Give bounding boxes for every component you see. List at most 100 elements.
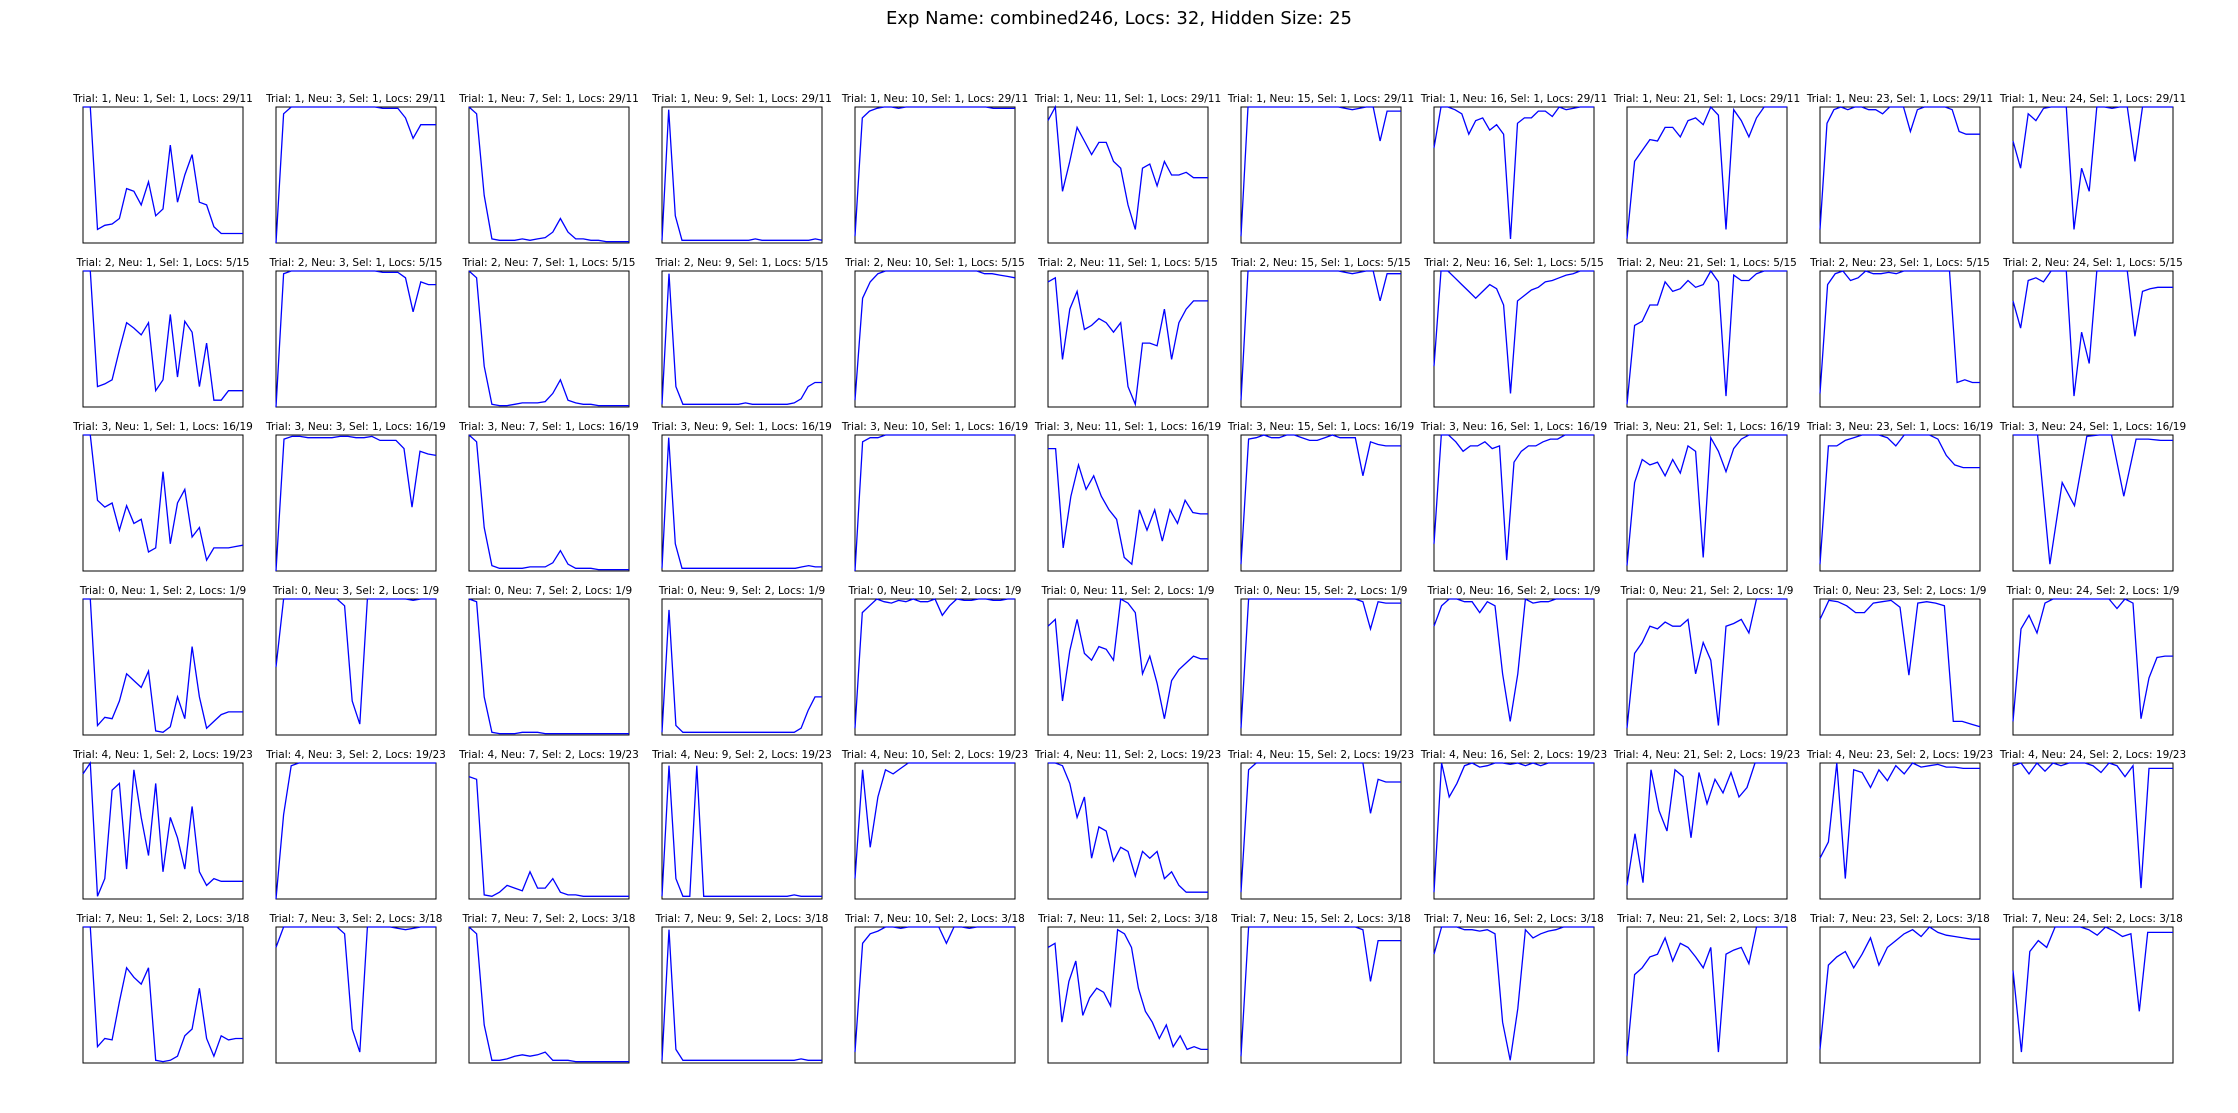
subplot: Trial: 3, Neu: 9, Sel: 1, Locs: 16/19 [651,421,832,572]
axes-frame [1047,106,1209,244]
series-line [661,765,822,897]
subplot: Trial: 2, Neu: 11, Sel: 1, Locs: 5/15 [1037,257,1218,408]
subplot: Trial: 4, Neu: 21, Sel: 2, Locs: 19/23 [1613,749,1800,900]
series-line [854,926,1015,1053]
axes-frame [661,762,823,900]
subplot: Trial: 0, Neu: 21, Sel: 2, Locs: 1/9 [1620,585,1794,736]
series-line [1819,270,1980,394]
subplot-title: Trial: 4, Neu: 15, Sel: 2, Locs: 19/23 [1227,749,1414,761]
subplot-title: Trial: 4, Neu: 11, Sel: 2, Locs: 19/23 [1034,749,1221,761]
subplot: Trial: 0, Neu: 1, Sel: 2, Locs: 1/9 [79,585,246,736]
subplot: Trial: 0, Neu: 23, Sel: 2, Locs: 1/9 [1813,585,1987,736]
series-line [275,762,436,900]
subplot: Trial: 0, Neu: 9, Sel: 2, Locs: 1/9 [658,585,825,736]
axes-frame [1433,762,1595,900]
subplot-title: Trial: 3, Neu: 16, Sel: 1, Locs: 16/19 [1420,421,1607,433]
axes-frame [1240,434,1402,572]
series-line [83,270,243,401]
subplot-title: Trial: 3, Neu: 21, Sel: 1, Locs: 16/19 [1613,421,1800,433]
subplot-title: Trial: 3, Neu: 24, Sel: 1, Locs: 16/19 [1999,421,2186,433]
series-line [1626,105,1787,239]
subplot-title: Trial: 2, Neu: 16, Sel: 1, Locs: 5/15 [1423,257,1604,269]
axes-frame [468,598,630,736]
axes-frame [468,762,630,900]
subplot: Trial: 2, Neu: 7, Sel: 1, Locs: 5/15 [462,257,635,408]
axes-frame [2012,762,2174,900]
series-line [1819,762,1980,879]
series-line [468,106,629,243]
subplot-title: Trial: 0, Neu: 21, Sel: 2, Locs: 1/9 [1620,585,1794,597]
series-line [468,926,629,1063]
subplot: Trial: 3, Neu: 15, Sel: 1, Locs: 16/19 [1227,421,1414,572]
axes-frame [1240,926,1402,1064]
series-line [468,270,629,407]
subplot: Trial: 1, Neu: 9, Sel: 1, Locs: 29/11 [651,93,832,244]
subplot: Trial: 2, Neu: 16, Sel: 1, Locs: 5/15 [1423,257,1604,408]
series-line [275,598,436,725]
subplot: Trial: 0, Neu: 3, Sel: 2, Locs: 1/9 [272,585,439,736]
axes-frame [1047,762,1209,900]
subplot: Trial: 4, Neu: 15, Sel: 2, Locs: 19/23 [1227,749,1414,900]
series-line [1240,598,1401,729]
subplot-title: Trial: 1, Neu: 24, Sel: 1, Locs: 29/11 [1999,93,2186,105]
subplot-title: Trial: 7, Neu: 11, Sel: 2, Locs: 3/18 [1037,913,1218,925]
series-line [661,273,822,405]
series-line [1626,762,1787,886]
series-line [1626,434,1787,566]
subplot: Trial: 1, Neu: 1, Sel: 1, Locs: 29/11 [72,93,253,244]
subplot-title: Trial: 4, Neu: 16, Sel: 2, Locs: 19/23 [1420,749,1607,761]
series-line [854,270,1016,401]
axes-frame [1626,762,1788,900]
series-line [661,609,822,733]
subplot: Trial: 4, Neu: 10, Sel: 2, Locs: 19/23 [841,749,1028,900]
axes-frame [1626,270,1788,408]
subplot-title: Trial: 3, Neu: 23, Sel: 1, Locs: 16/19 [1806,421,1993,433]
subplot-title: Trial: 0, Neu: 3, Sel: 2, Locs: 1/9 [272,585,439,597]
subplot-title: Trial: 3, Neu: 7, Sel: 1, Locs: 16/19 [458,421,639,433]
subplot: Trial: 4, Neu: 7, Sel: 2, Locs: 19/23 [458,749,639,900]
subplot-title: Trial: 7, Neu: 7, Sel: 2, Locs: 3/18 [462,913,636,925]
subplot-title: Trial: 4, Neu: 9, Sel: 2, Locs: 19/23 [651,749,832,761]
series-line [1048,762,1208,893]
subplot-title: Trial: 2, Neu: 15, Sel: 1, Locs: 5/15 [1230,257,1411,269]
axes-frame [1819,598,1981,736]
subplot-title: Trial: 2, Neu: 23, Sel: 1, Locs: 5/15 [1809,257,1990,269]
axes-frame [1819,926,1981,1064]
axes-frame [661,434,823,572]
figure-title: Exp Name: combined246, Locs: 32, Hidden … [885,8,1352,29]
subplot: Trial: 1, Neu: 15, Sel: 1, Locs: 29/11 [1227,93,1414,244]
series-line [661,437,822,569]
series-line [468,775,629,897]
axes-frame [275,270,437,408]
subplot-title: Trial: 4, Neu: 21, Sel: 2, Locs: 19/23 [1613,749,1800,761]
subplot-title: Trial: 4, Neu: 1, Sel: 2, Locs: 19/23 [72,749,253,761]
axes-frame [1819,270,1981,408]
subplot-title: Trial: 3, Neu: 10, Sel: 1, Locs: 16/19 [841,421,1028,433]
subplot-title: Trial: 3, Neu: 11, Sel: 1, Locs: 16/19 [1034,421,1221,433]
subplot: Trial: 1, Neu: 7, Sel: 1, Locs: 29/11 [458,93,639,244]
axes-frame [661,270,823,408]
series-line [1433,106,1594,239]
subplot: Trial: 3, Neu: 21, Sel: 1, Locs: 16/19 [1613,421,1800,572]
subplot-title: Trial: 0, Neu: 23, Sel: 2, Locs: 1/9 [1813,585,1987,597]
subplot-title: Trial: 1, Neu: 3, Sel: 1, Locs: 29/11 [265,93,446,105]
subplot: Trial: 0, Neu: 24, Sel: 2, Locs: 1/9 [2006,585,2180,736]
subplot: Trial: 4, Neu: 1, Sel: 2, Locs: 19/23 [72,749,253,900]
series-line [1048,447,1208,566]
series-line [1047,928,1208,1051]
axes-frame [854,270,1016,408]
subplot: Trial: 4, Neu: 9, Sel: 2, Locs: 19/23 [651,749,832,900]
axes-frame [2012,598,2174,736]
axes-frame [1626,106,1788,244]
subplot: Trial: 3, Neu: 11, Sel: 1, Locs: 16/19 [1034,421,1221,572]
axes-frame [82,762,244,900]
subplot-title: Trial: 1, Neu: 15, Sel: 1, Locs: 29/11 [1227,93,1414,105]
subplot-title: Trial: 7, Neu: 1, Sel: 2, Locs: 3/18 [76,913,250,925]
series-line [1433,434,1594,561]
series-line [1240,926,1401,1057]
subplot-title: Trial: 2, Neu: 21, Sel: 1, Locs: 5/15 [1616,257,1797,269]
subplot-title: Trial: 0, Neu: 24, Sel: 2, Locs: 1/9 [2006,585,2180,597]
subplot: Trial: 7, Neu: 10, Sel: 2, Locs: 3/18 [844,913,1025,1064]
subplot: Trial: 7, Neu: 16, Sel: 2, Locs: 3/18 [1423,913,1604,1064]
